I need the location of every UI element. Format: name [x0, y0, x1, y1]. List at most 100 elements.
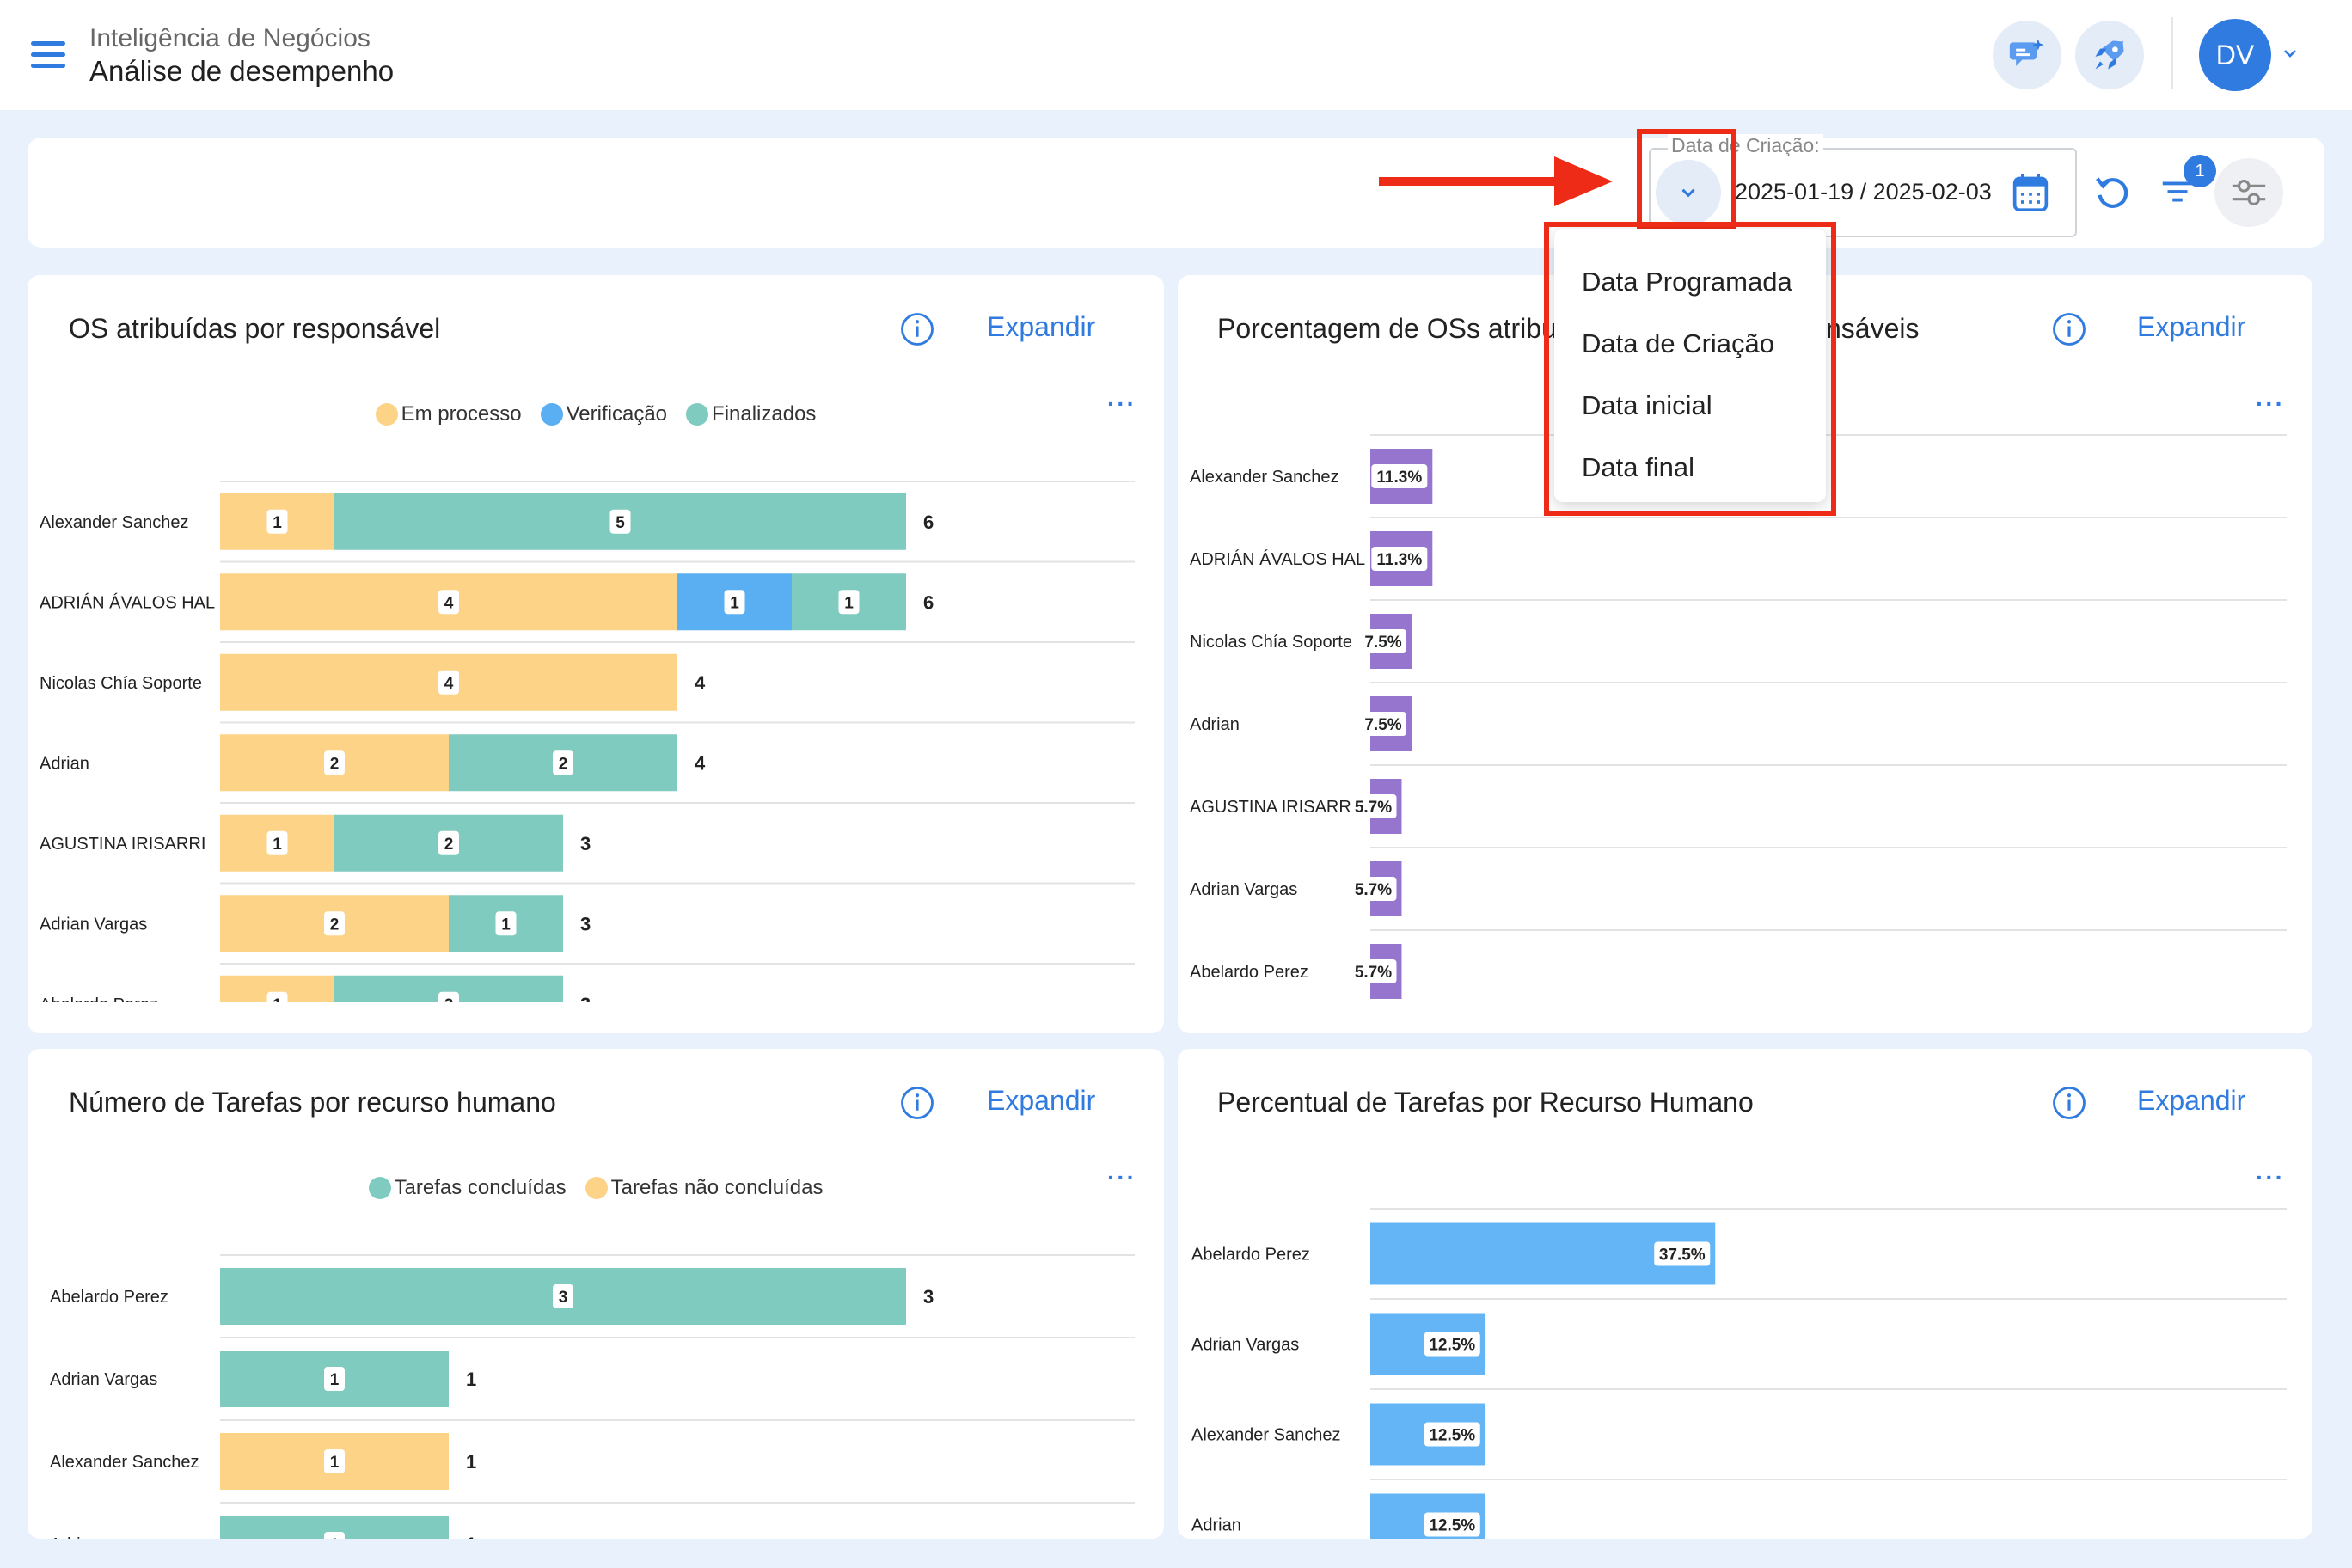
card-percentual-tarefas: Percentual de Tarefas por Recurso Humano…: [1178, 1049, 2312, 1539]
value-label: 11.3%: [1376, 551, 1422, 569]
expand-link[interactable]: Expandir: [2137, 1085, 2246, 1116]
breadcrumb: Inteligência de Negócios: [89, 24, 371, 52]
value-label-bg: [609, 509, 631, 534]
chevron-down-icon[interactable]: [2280, 43, 2300, 64]
category-label: Nicolas Chía Soporte: [1190, 633, 1352, 652]
date-type-dropdown-menu: Data Programada Data de Criação Data ini…: [1554, 229, 1826, 502]
total-label: 1: [466, 1451, 476, 1473]
legend-item[interactable]: Finalizados: [686, 402, 816, 426]
expand-link[interactable]: Expandir: [2137, 311, 2246, 342]
chart-legend: Tarefas concluídas Tarefas não concluída…: [28, 1176, 1164, 1200]
legend-label: Tarefas não concluídas: [610, 1176, 824, 1199]
card-title: Percentual de Tarefas por Recurso Humano: [1217, 1087, 1754, 1118]
chart-legend: Em processo Verificação Finalizados: [28, 402, 1164, 426]
category-label: Adrian: [40, 754, 89, 773]
more-options-icon[interactable]: ···: [1107, 1164, 1136, 1191]
category-label: Abelardo Perez: [40, 995, 158, 1002]
info-icon[interactable]: [2051, 1085, 2087, 1121]
value-label-bg: [1654, 1241, 1711, 1266]
dropdown-option-data-final[interactable]: Data final: [1582, 452, 1694, 482]
calendar-icon[interactable]: [2012, 172, 2049, 213]
value-label: 1: [730, 594, 739, 612]
category-label: Alexander Sanchez: [40, 513, 188, 532]
value-label-bg: [324, 1367, 345, 1391]
more-options-icon[interactable]: ···: [2256, 390, 2285, 417]
launch-button[interactable]: [2075, 21, 2144, 89]
info-icon[interactable]: [899, 311, 935, 347]
value-label-bg: [1350, 794, 1397, 818]
value-label: 1: [330, 1536, 340, 1539]
value-label: 11.3%: [1376, 469, 1422, 487]
value-label: 37.5%: [1659, 1246, 1706, 1265]
value-label: 3: [559, 1289, 568, 1307]
value-label: 1: [273, 836, 282, 854]
rocket-icon: [2095, 40, 2124, 70]
annotation-arrow-icon: [1379, 156, 1613, 206]
value-label: 12.5%: [1429, 1517, 1475, 1535]
percent-bar-chart: Abelardo Perez 37.5% Adrian Vargas 12.5% Ale…: [1191, 1208, 2287, 1539]
category-label: Abelardo Perez: [50, 1288, 168, 1307]
value-label-bg: [324, 1532, 345, 1539]
card-title-end: nsáveis: [1826, 313, 1920, 344]
total-label: 3: [580, 833, 591, 854]
total-label: 6: [923, 511, 934, 533]
legend-item[interactable]: Em processo: [375, 402, 522, 426]
dropdown-option-data-programada[interactable]: Data Programada: [1582, 266, 1792, 297]
settings-sliders-button[interactable]: [2214, 158, 2283, 227]
dropdown-option-data-inicial[interactable]: Data inicial: [1582, 390, 1712, 420]
legend-item[interactable]: Tarefas não concluídas: [585, 1176, 824, 1200]
value-label-bg: [1350, 877, 1397, 901]
date-type-dropdown-button[interactable]: [1656, 160, 1721, 225]
more-options-icon[interactable]: ···: [2256, 1164, 2285, 1191]
card-title-start: Porcentagem de OSs atribu: [1217, 313, 1557, 344]
filter-icon[interactable]: [2158, 172, 2197, 211]
value-label-bg: [1424, 1422, 1480, 1447]
card-os-por-responsavel: OS atribuídas por responsável Expandir ·…: [28, 275, 1164, 1033]
value-label: 12.5%: [1429, 1337, 1475, 1355]
value-label: 4: [444, 675, 454, 693]
hamburger-menu-icon[interactable]: [31, 41, 65, 69]
total-label: 1: [466, 1534, 476, 1539]
value-label-bg: [1350, 959, 1397, 983]
value-label: 4: [444, 594, 454, 612]
value-label: 5: [616, 514, 625, 532]
legend-item[interactable]: Tarefas concluídas: [368, 1176, 567, 1200]
value-label-bg: [266, 830, 288, 855]
value-label: 7.5%: [1364, 716, 1401, 734]
info-icon[interactable]: [899, 1085, 935, 1121]
value-label-bg: [1371, 547, 1428, 571]
legend-swatch: [585, 1177, 608, 1199]
more-options-icon[interactable]: ···: [1107, 390, 1136, 417]
category-label: ADRIÁN ÁVALOS HAL: [1190, 549, 1365, 569]
ai-chat-button[interactable]: [1993, 21, 2061, 89]
category-label: Adrian Vargas: [40, 915, 147, 934]
legend-label: Em processo: [401, 402, 522, 426]
legend-swatch: [375, 403, 398, 426]
annotation-highlight-caret: [1637, 129, 1736, 230]
chevron-down-icon: [1681, 188, 1695, 198]
value-label-bg: [1360, 629, 1406, 653]
legend-swatch: [368, 1177, 391, 1199]
value-label: 1: [330, 1371, 340, 1389]
refresh-icon[interactable]: [2092, 172, 2132, 211]
value-label: 2: [444, 836, 454, 854]
value-label-bg: [438, 590, 459, 615]
legend-swatch: [540, 403, 563, 426]
dropdown-option-data-criacao[interactable]: Data de Criação: [1582, 328, 1775, 358]
expand-link[interactable]: Expandir: [987, 1085, 1096, 1116]
stacked-bar-chart: Alexander Sanchez 1 5 6 ADRIÁN ÁVALOS HAL 4 1 1…: [40, 481, 1135, 1002]
legend-item[interactable]: Verificação: [540, 402, 668, 426]
category-label: ADRIÁN ÁVALOS HAL: [40, 592, 215, 612]
value-label-bg: [266, 991, 288, 1002]
expand-link[interactable]: Expandir: [987, 311, 1096, 342]
annotation-highlight-dropdown: [1544, 222, 1836, 516]
category-label: Abelardo Perez: [1190, 963, 1308, 982]
total-label: 6: [923, 591, 934, 613]
legend-label: Tarefas concluídas: [394, 1176, 567, 1199]
info-icon[interactable]: [2051, 311, 2087, 347]
avatar[interactable]: DV: [2199, 19, 2271, 91]
value-label-bg: [838, 590, 860, 615]
category-label: AGUSTINA IRISARRI: [40, 835, 205, 854]
value-label-bg: [438, 830, 459, 855]
legend-label: Verificação: [566, 402, 668, 426]
